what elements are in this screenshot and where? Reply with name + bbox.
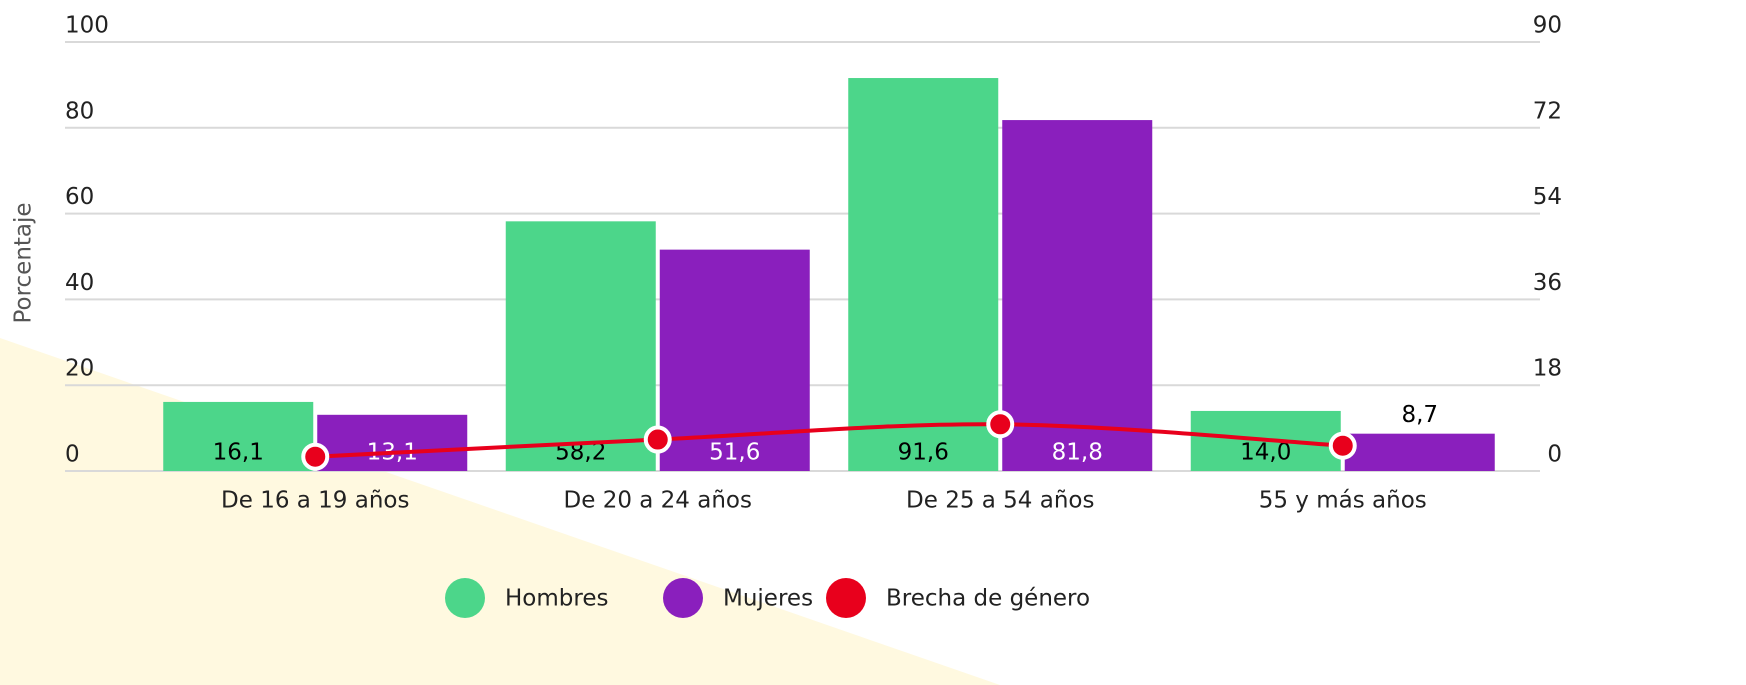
- legend-swatch: [445, 578, 485, 618]
- y2-tick-label: 54: [1533, 184, 1562, 210]
- line: [315, 422, 1343, 459]
- y-axis-label: Porcentaje: [11, 202, 37, 323]
- y-tick-label: 40: [65, 270, 94, 296]
- y-tick-label: 60: [65, 184, 94, 210]
- x-tick-label: De 20 a 24 años: [564, 488, 752, 514]
- legend-label: Mujeres: [723, 586, 813, 612]
- y-tick-label: 100: [65, 13, 109, 39]
- legend-label: Hombres: [505, 586, 608, 612]
- y2-tick-label: 0: [1547, 442, 1562, 468]
- value-label: 14,0: [1240, 440, 1291, 466]
- value-label: 51,6: [709, 440, 760, 466]
- bar: [505, 221, 656, 471]
- y-tick-label: 0: [65, 442, 80, 468]
- legend-swatch: [826, 578, 866, 618]
- y2-tick-label: 90: [1533, 13, 1562, 39]
- bar: [848, 78, 999, 471]
- value-label: 16,1: [213, 440, 264, 466]
- bar: [1344, 433, 1495, 471]
- line-point: [301, 442, 330, 471]
- bar: [163, 401, 314, 471]
- y2-tick-label: 36: [1533, 270, 1562, 296]
- legend-label: Brecha de género: [886, 586, 1090, 612]
- line-point: [643, 425, 672, 454]
- x-tick-label: De 25 a 54 años: [906, 488, 1094, 514]
- x-tick-label: 55 y más años: [1259, 488, 1427, 514]
- y-tick-label: 20: [65, 356, 94, 382]
- y2-tick-label: 72: [1533, 98, 1562, 124]
- line-point: [1328, 431, 1357, 460]
- line-point: [986, 410, 1015, 439]
- bar: [317, 414, 468, 471]
- x-tick-label: De 16 a 19 años: [221, 488, 409, 514]
- legend-swatch: [663, 578, 703, 618]
- value-label: 91,6: [898, 440, 949, 466]
- bar: [1002, 120, 1153, 471]
- value-label: 8,7: [1401, 402, 1438, 428]
- value-label: 81,8: [1052, 440, 1103, 466]
- y-tick-label: 80: [65, 98, 94, 124]
- y2-tick-label: 18: [1533, 356, 1562, 382]
